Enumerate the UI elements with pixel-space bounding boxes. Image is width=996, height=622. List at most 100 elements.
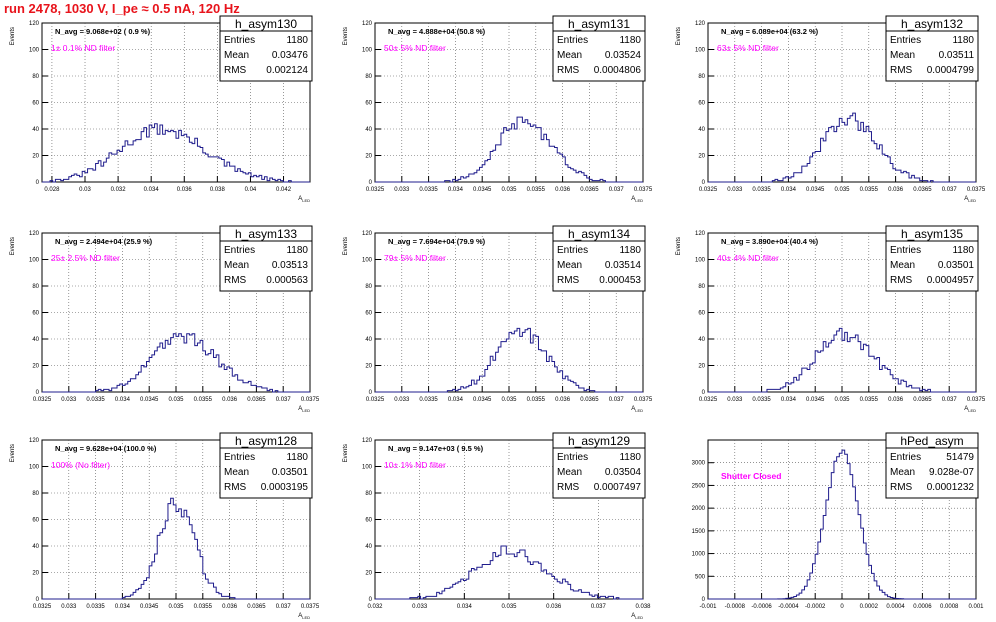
histogram-panel-h_asym128: 0.0325 0.033 0.0335 0.034 0.0345 0.035 0.0355 0…	[10, 432, 320, 620]
stats-mean-value: 9.028e-07	[929, 467, 974, 478]
histogram-name: h_asym132	[901, 17, 963, 31]
stats-rms-value: 0.000453	[599, 275, 641, 286]
x-axis-title-subscript: LED	[968, 198, 976, 203]
x-axis-title-subscript: LED	[302, 615, 310, 620]
stats-mean-value: 0.03513	[272, 260, 309, 271]
x-tick-label: 0.034	[115, 397, 131, 403]
navg-label: N_avg = 4.888e+04 (50.8 %)	[388, 27, 486, 36]
histogram-panel-h_asym132: 0.0325 0.033 0.0335 0.034 0.0345 0.035 0.0355 0…	[676, 15, 986, 203]
x-tick-label: 0.033	[412, 604, 428, 610]
histogram-name: h_asym131	[568, 17, 630, 31]
stats-mean-label: Mean	[557, 467, 582, 478]
x-tick-label: 0.034	[448, 397, 464, 403]
x-tick-label: 0.0004	[886, 604, 905, 610]
stats-rms-label: RMS	[557, 275, 580, 286]
stats-mean-label: Mean	[557, 260, 582, 271]
x-tick-label: 0.0335	[419, 397, 438, 403]
stats-rms-label: RMS	[224, 65, 247, 76]
x-tick-label: 0.036	[888, 397, 904, 403]
x-tick-label: 0.038	[635, 604, 651, 610]
x-tick-label: 0.0355	[194, 397, 213, 403]
x-tick-label: 0.037	[276, 397, 292, 403]
x-axis-title-subscript: LED	[302, 198, 310, 203]
x-tick-label: 0.0365	[913, 187, 932, 193]
stats-box	[552, 225, 646, 292]
x-tick-label: 0	[840, 604, 844, 610]
x-axis-title: ALED	[631, 406, 643, 413]
histogram-bars	[42, 333, 310, 393]
stats-mean-value: 0.03504	[605, 467, 642, 478]
x-tick-label: 0.042	[276, 187, 292, 193]
y-axis-title: Events	[343, 444, 349, 462]
y-tick-label: 120	[695, 21, 706, 27]
histogram-bars	[42, 123, 310, 183]
y-tick-label: 20	[698, 364, 705, 370]
x-tick-label: 0.0355	[527, 187, 546, 193]
y-tick-label: 120	[29, 231, 40, 237]
histogram-bars	[708, 327, 976, 393]
filter-annotation: 1± 0.1% ND filter	[51, 43, 115, 53]
stats-entries-label: Entries	[557, 452, 588, 463]
x-tick-label: 0.032	[367, 604, 383, 610]
x-tick-label: 0.0355	[860, 187, 879, 193]
x-tick-label: 0.0345	[806, 187, 825, 193]
y-tick-label: 40	[365, 127, 372, 133]
stats-entries-value: 1180	[286, 35, 308, 46]
x-axis-title: ALED	[631, 613, 643, 620]
y-tick-label: 120	[695, 231, 706, 237]
y-tick-label: 40	[32, 337, 39, 343]
y-tick-label: 120	[362, 438, 373, 444]
stats-mean-label: Mean	[557, 50, 582, 61]
stats-entries-value: 1180	[619, 35, 641, 46]
stats-entries-label: Entries	[890, 452, 921, 463]
y-tick-label: 80	[32, 491, 39, 497]
stats-entries-value: 51479	[946, 452, 974, 463]
x-tick-label: 0.0002	[860, 604, 879, 610]
y-tick-label: 100	[362, 258, 373, 264]
y-tick-label: 80	[698, 74, 705, 80]
stats-entries-value: 1180	[286, 245, 308, 256]
y-tick-label: 0	[702, 597, 706, 603]
x-tick-label: -0.001	[699, 604, 717, 610]
y-tick-label: 120	[29, 21, 40, 27]
navg-label: N_avg = 2.494e+04 (25.9 %)	[55, 237, 153, 246]
x-tick-label: 0.0365	[580, 187, 599, 193]
x-tick-label: 0.037	[609, 187, 625, 193]
y-tick-label: 0	[702, 390, 706, 396]
y-tick-label: 40	[365, 544, 372, 550]
stats-entries-value: 1180	[619, 245, 641, 256]
stats-rms-label: RMS	[890, 65, 913, 76]
x-tick-label: 0.0325	[366, 397, 385, 403]
x-tick-label: 0.034	[115, 604, 131, 610]
x-axis-title: ALED	[964, 196, 976, 203]
y-tick-label: 40	[32, 127, 39, 133]
y-tick-label: 120	[362, 231, 373, 237]
stats-mean-label: Mean	[890, 50, 915, 61]
navg-label: N_avg = 9.147e+03 ( 9.5 %)	[388, 444, 484, 453]
y-tick-label: 20	[32, 571, 39, 577]
stats-rms-label: RMS	[224, 275, 247, 286]
stats-entries-value: 1180	[619, 452, 641, 463]
x-tick-label: 0.0375	[967, 397, 986, 403]
y-tick-label: 100	[29, 465, 40, 471]
stats-box	[219, 432, 313, 499]
y-tick-label: 100	[362, 465, 373, 471]
stats-mean-value: 0.03524	[605, 50, 642, 61]
navg-label: N_avg = 9.628e+04 (100.0 %)	[55, 444, 157, 453]
histogram-bars	[375, 545, 643, 600]
y-tick-label: 40	[698, 337, 705, 343]
x-tick-label: 0.0365	[913, 397, 932, 403]
x-tick-label: 0.035	[834, 187, 850, 193]
x-tick-label: 0.033	[727, 187, 743, 193]
stats-box	[885, 15, 979, 82]
stats-rms-value: 0.0004799	[927, 65, 975, 76]
x-tick-label: 0.0365	[247, 604, 266, 610]
stats-entries-label: Entries	[224, 452, 255, 463]
x-tick-label: -0.0004	[778, 604, 799, 610]
stats-mean-label: Mean	[224, 260, 249, 271]
x-tick-label: 0.037	[942, 397, 958, 403]
stats-rms-value: 0.0007497	[594, 482, 642, 493]
x-tick-label: 0.0345	[473, 187, 492, 193]
x-tick-label: 0.028	[44, 187, 60, 193]
stats-rms-value: 0.0004806	[594, 65, 642, 76]
